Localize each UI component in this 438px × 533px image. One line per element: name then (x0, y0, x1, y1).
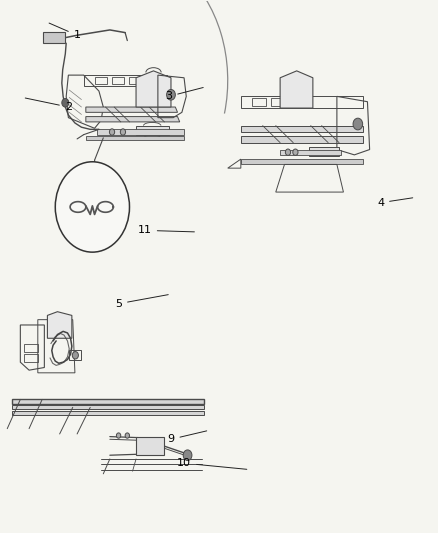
Text: 1: 1 (49, 23, 81, 41)
Text: 9: 9 (167, 431, 207, 445)
Polygon shape (241, 126, 363, 132)
Text: 3: 3 (165, 87, 203, 101)
Polygon shape (136, 126, 169, 135)
Polygon shape (12, 411, 204, 415)
Circle shape (286, 149, 290, 156)
Polygon shape (12, 405, 204, 409)
Polygon shape (241, 159, 363, 165)
Polygon shape (47, 312, 72, 338)
Polygon shape (43, 31, 65, 43)
Text: 4: 4 (377, 198, 413, 208)
Polygon shape (308, 147, 339, 156)
Text: 5: 5 (115, 295, 168, 309)
Circle shape (166, 90, 175, 100)
Polygon shape (12, 399, 204, 403)
Circle shape (353, 118, 363, 130)
Polygon shape (97, 130, 184, 135)
Polygon shape (86, 136, 184, 140)
Polygon shape (86, 117, 180, 122)
Circle shape (55, 162, 130, 252)
Circle shape (125, 433, 130, 438)
Polygon shape (241, 136, 363, 143)
Circle shape (110, 129, 115, 135)
Polygon shape (280, 71, 313, 108)
Polygon shape (86, 107, 177, 112)
Text: 11: 11 (138, 225, 194, 236)
Polygon shape (136, 71, 171, 107)
Polygon shape (280, 150, 341, 155)
Circle shape (62, 99, 69, 107)
Circle shape (120, 129, 126, 135)
Circle shape (183, 450, 192, 461)
Polygon shape (136, 437, 164, 455)
Text: 10: 10 (177, 458, 247, 469)
Text: 2: 2 (25, 98, 72, 112)
Circle shape (72, 352, 78, 359)
Circle shape (293, 149, 298, 156)
Circle shape (117, 433, 121, 438)
